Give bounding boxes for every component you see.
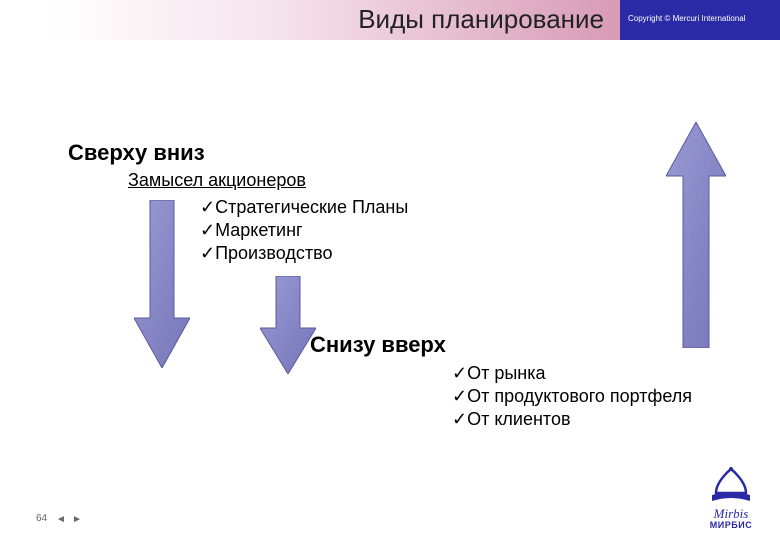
- page-title: Виды планирование: [0, 4, 612, 35]
- check-icon: ✓: [452, 363, 467, 383]
- list-item: ✓От продуктового портфеля: [452, 385, 692, 408]
- list-item-label: От рынка: [467, 363, 545, 383]
- nav-prev-icon[interactable]: ◄: [56, 514, 66, 525]
- top-down-heading: Сверху вниз: [68, 140, 205, 166]
- logo-text: Mirbis: [706, 508, 756, 520]
- copyright-text: Copyright © Mercuri International: [628, 14, 746, 23]
- list-item: ✓Производство: [200, 242, 408, 265]
- check-icon: ✓: [452, 386, 467, 406]
- page-number: 64: [36, 513, 47, 524]
- top-down-list: ✓Стратегические Планы ✓Маркетинг ✓Произв…: [200, 196, 408, 265]
- list-item: ✓Стратегические Планы: [200, 196, 408, 219]
- top-down-subheading: Замысел акционеров: [128, 170, 306, 191]
- check-icon: ✓: [200, 220, 215, 240]
- bottom-up-heading: Снизу вверх: [310, 332, 446, 358]
- bottom-up-list: ✓От рынка ✓От продуктового портфеля ✓От …: [452, 362, 692, 431]
- list-item-label: Производство: [215, 243, 332, 263]
- arrow-down-icon: [134, 200, 190, 368]
- list-item-label: От клиентов: [467, 409, 570, 429]
- header-bar: Виды планирование Copyright © Mercuri In…: [0, 0, 780, 40]
- logo-dome-icon: [706, 467, 756, 503]
- list-item: ✓От рынка: [452, 362, 692, 385]
- list-item: ✓От клиентов: [452, 408, 692, 431]
- check-icon: ✓: [452, 409, 467, 429]
- check-icon: ✓: [200, 197, 215, 217]
- logo: Mirbis МИРБИС: [706, 467, 756, 530]
- list-item-label: Маркетинг: [215, 220, 303, 240]
- logo-subtext: МИРБИС: [706, 520, 756, 530]
- check-icon: ✓: [200, 243, 215, 263]
- nav-next-icon[interactable]: ►: [72, 514, 82, 525]
- arrow-down-icon: [260, 276, 316, 374]
- list-item: ✓Маркетинг: [200, 219, 408, 242]
- arrow-up-icon: [666, 122, 726, 348]
- list-item-label: От продуктового портфеля: [467, 386, 692, 406]
- list-item-label: Стратегические Планы: [215, 197, 408, 217]
